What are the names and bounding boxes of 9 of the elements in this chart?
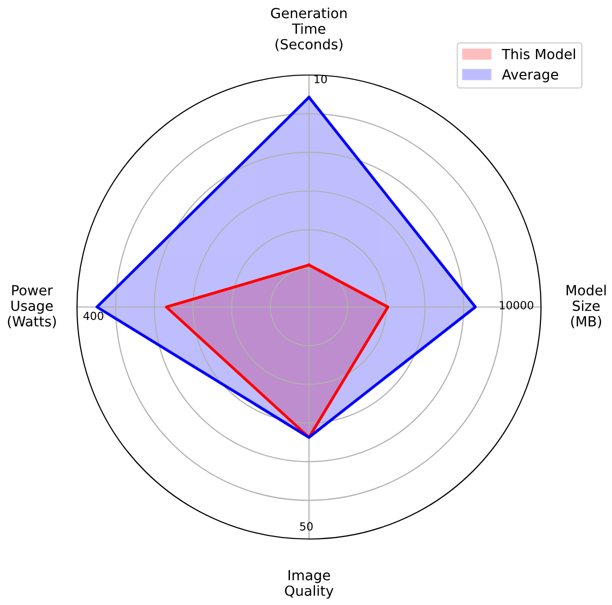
- text: 10000: [500, 300, 534, 310]
- spoke-label: Generation Time (Seconds): [271, 8, 347, 52]
- text: 50: [300, 522, 313, 531]
- spoke-label: Image Quality: [284, 570, 334, 599]
- legend-label: Average: [502, 69, 558, 82]
- legend-label: This Model: [502, 48, 575, 60]
- spoke-label: Model Size (MB): [566, 284, 606, 328]
- spoke-label: Power Usage (Watts): [8, 285, 56, 328]
- text: 400: [83, 312, 104, 320]
